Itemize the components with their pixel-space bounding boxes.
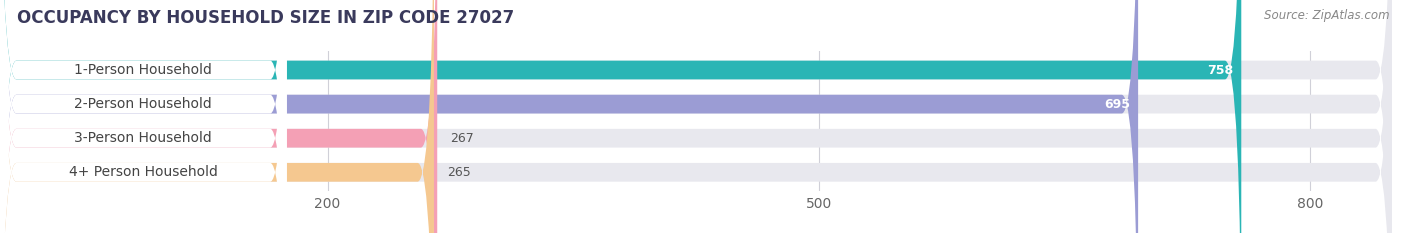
Text: 267: 267 [450,132,474,145]
Text: Source: ZipAtlas.com: Source: ZipAtlas.com [1264,9,1389,22]
FancyBboxPatch shape [0,0,287,233]
Text: 758: 758 [1206,64,1233,76]
FancyBboxPatch shape [0,0,287,233]
Text: 2-Person Household: 2-Person Household [75,97,212,111]
FancyBboxPatch shape [0,0,1241,233]
Text: 1-Person Household: 1-Person Household [75,63,212,77]
Text: 265: 265 [447,166,471,179]
Text: 4+ Person Household: 4+ Person Household [69,165,218,179]
FancyBboxPatch shape [0,0,437,233]
FancyBboxPatch shape [0,0,1137,233]
Text: OCCUPANCY BY HOUSEHOLD SIZE IN ZIP CODE 27027: OCCUPANCY BY HOUSEHOLD SIZE IN ZIP CODE … [17,9,515,27]
FancyBboxPatch shape [0,0,287,233]
FancyBboxPatch shape [0,0,287,233]
FancyBboxPatch shape [0,0,434,233]
Text: 695: 695 [1104,98,1130,111]
Text: 3-Person Household: 3-Person Household [75,131,212,145]
